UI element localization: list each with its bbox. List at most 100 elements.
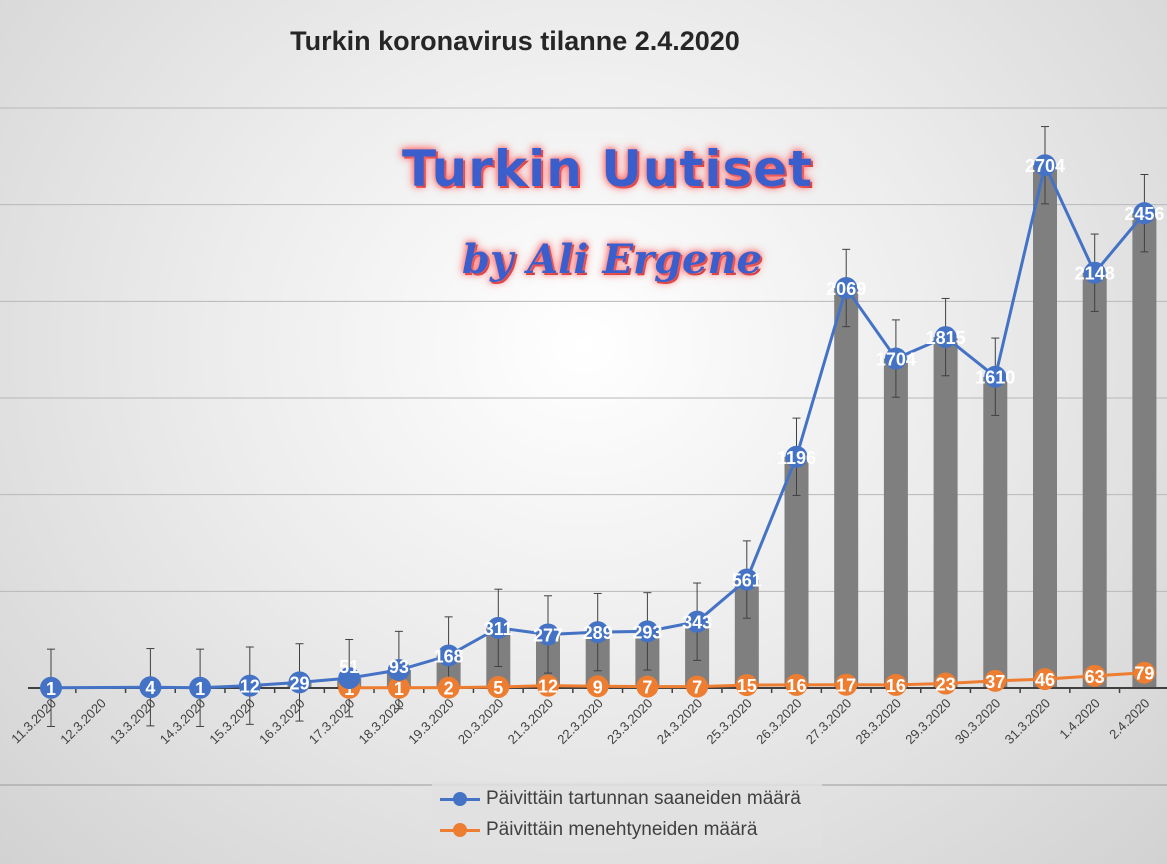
infections-line-data-label: 1	[46, 679, 56, 699]
deaths-line-data-label: 15	[737, 676, 757, 696]
bar	[883, 358, 908, 688]
deaths-line-marker	[1133, 661, 1156, 684]
infections-line-marker	[1034, 154, 1056, 177]
deaths-line-data-label: 5	[493, 678, 503, 698]
deaths-line-data-label: 1	[394, 679, 404, 699]
infections-line-data-label: 12	[240, 677, 260, 697]
deaths-line-data-label: 37	[985, 672, 1005, 692]
infections-line-marker	[1133, 202, 1156, 225]
legend: Päivittäin tartunnan saaneiden määrä Päi…	[432, 782, 822, 848]
infections-line-marker	[238, 674, 261, 697]
deaths-line-marker	[636, 675, 659, 698]
deaths-line-marker	[785, 673, 808, 696]
bar	[1082, 272, 1107, 688]
deaths-line-marker	[586, 675, 609, 698]
infections-line-data-label: 2456	[1124, 204, 1164, 224]
infections-line-marker	[537, 623, 559, 646]
infections-line-data-label: 1704	[876, 350, 916, 370]
deaths-line-marker	[835, 673, 858, 696]
x-tick-label: 2.4.2020	[1106, 696, 1152, 742]
deaths-line-marker	[934, 672, 957, 695]
infections-line-marker	[139, 676, 162, 699]
infections-line-data-label: 311	[484, 619, 513, 639]
deaths-line-data-label: 23	[936, 675, 956, 695]
legend-swatch-orange-icon	[440, 822, 480, 837]
infections-line-marker	[835, 276, 858, 299]
deaths-line-data-label: 63	[1085, 667, 1105, 687]
deaths-line-data-label: 9	[593, 677, 603, 697]
deaths-line-data-label: 12	[538, 677, 558, 697]
x-tick-label: 25.3.2020	[703, 696, 755, 748]
infections-line-marker	[487, 616, 510, 639]
infections-line-marker	[1083, 261, 1106, 284]
deaths-line-marker	[487, 676, 510, 699]
infections-line-data-label: 1815	[926, 328, 966, 348]
bar	[1033, 165, 1057, 688]
x-tick-label: 22.3.2020	[554, 696, 606, 748]
infections-line-marker	[735, 568, 758, 591]
infections-line-data-label: 1	[195, 679, 205, 699]
x-tick-label: 12.3.2020	[57, 696, 109, 748]
infections-line-marker	[686, 610, 709, 633]
deaths-line-marker	[884, 673, 907, 696]
infections-line-data-label: 277	[533, 625, 563, 645]
x-tick-label: 30.3.2020	[952, 696, 1004, 748]
infections-line-data-label: 343	[682, 613, 712, 633]
deaths-line-data-label: 17	[836, 676, 856, 696]
infections-line-marker	[785, 445, 808, 468]
infections-line-marker	[338, 667, 361, 690]
infections-line-data-label: 4	[145, 678, 155, 698]
deaths-line-marker	[437, 676, 460, 699]
infections-line-data-label: 293	[632, 622, 662, 642]
deaths-line-data-label: 46	[1035, 670, 1055, 690]
deaths-line-marker	[1083, 664, 1106, 687]
x-tick-label: 21.3.2020	[505, 696, 557, 748]
infections-line-marker	[387, 659, 410, 682]
x-tick-label: 24.3.2020	[654, 696, 706, 748]
x-tick-label: 23.3.2020	[604, 696, 656, 748]
infections-line-data-label: 1610	[975, 368, 1015, 388]
bar	[983, 376, 1008, 688]
deaths-line-marker	[686, 675, 709, 698]
infections-line	[50, 160, 1146, 690]
legend-label: Päivittäin menehtyneiden määrä	[486, 819, 758, 840]
infections-line-data-label: 2069	[826, 279, 866, 299]
infections-line-data-label: 93	[389, 657, 409, 677]
infections-line-marker	[189, 676, 212, 699]
deaths-line-marker	[537, 674, 559, 697]
infections-line-marker	[437, 644, 460, 667]
x-tick-label: 28.3.2020	[853, 696, 905, 748]
x-tick-label: 26.3.2020	[753, 696, 805, 748]
legend-swatch-blue-icon	[440, 791, 480, 806]
x-tick-label: 19.3.2020	[405, 696, 457, 748]
infections-line-marker	[40, 676, 62, 699]
infections-line-data-label: 51	[339, 657, 359, 677]
x-tick-label: 20.3.2020	[455, 696, 507, 748]
chart-title: Turkin koronavirus tilanne 2.4.2020	[290, 26, 740, 56]
deaths-line-marker	[1034, 668, 1056, 691]
deaths-line-data-label: 2	[444, 679, 454, 699]
watermark-author: by Ali Ergene	[462, 236, 762, 283]
infections-line-data-label: 561	[732, 571, 762, 591]
deaths-line-data-label: 16	[886, 676, 906, 696]
infections-line-data-label: 289	[583, 623, 613, 643]
x-tick-label: 29.3.2020	[902, 696, 954, 748]
bar	[834, 287, 859, 688]
infections-line-marker	[636, 620, 659, 643]
legend-item-deaths: Päivittäin menehtyneiden määrä	[440, 818, 757, 842]
infections-line-marker	[884, 347, 907, 370]
deaths-line-marker	[984, 669, 1007, 692]
deaths-line-data-label: 7	[692, 678, 702, 698]
infections-line-marker	[984, 365, 1007, 388]
deaths-line-data-label: 79	[1134, 664, 1154, 684]
deaths-line-data-label: 7	[642, 678, 652, 698]
bar	[1132, 213, 1157, 688]
x-tick-label: 31.3.2020	[1002, 696, 1054, 748]
infections-line-marker	[934, 326, 957, 349]
legend-item-infections: Päivittäin tartunnan saaneiden määrä	[440, 787, 801, 811]
deaths-line-data-label: 16	[786, 676, 806, 696]
watermark-title: Turkin Uutiset	[402, 140, 814, 198]
infections-line-marker	[288, 671, 311, 694]
x-tick-label: 27.3.2020	[803, 696, 855, 748]
